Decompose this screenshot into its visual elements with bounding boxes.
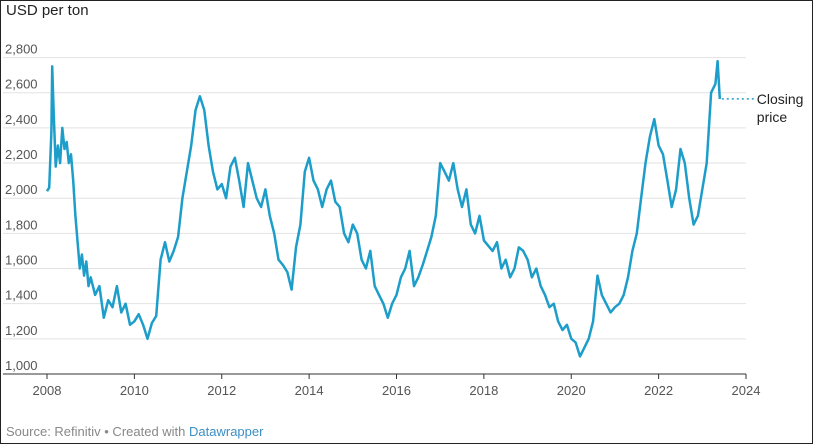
source-text: Source: Refinitiv • Created with [6,424,190,439]
y-tick-label: 2,600 [5,77,38,92]
x-tick-label: 2020 [557,383,586,398]
y-tick-label: 2,200 [5,147,38,162]
y-tick-label: 1,600 [5,253,38,268]
y-tick-label: 1,200 [5,323,38,338]
grid-lines [3,57,746,375]
y-tick-label: 2,000 [5,182,38,197]
x-tick-label: 2010 [120,383,149,398]
x-tick-label: 2014 [295,383,324,398]
x-tick-label: 2022 [644,383,673,398]
y-tick-label: 1,000 [5,358,38,373]
x-axis-ticks: 2008 2010 2012 2014 2016 2018 2020 2022 2024 [33,374,761,398]
x-tick-label: 2012 [207,383,236,398]
x-tick-label: 2018 [469,383,498,398]
y-tick-label: 2,800 [5,42,38,57]
y-tick-label: 1,800 [5,217,38,232]
y-tick-label: 1,400 [5,288,38,303]
closing-price-annotation-line2: price [757,109,788,125]
x-tick-label: 2016 [382,383,411,398]
source-footer: Source: Refinitiv • Created with Datawra… [6,424,263,439]
y-axis-ticks: 1,000 1,200 1,400 1,600 1,800 2,000 2,200 2,400… [5,42,38,373]
y-axis-unit-label: USD per ton [6,2,89,19]
x-tick-label: 2008 [33,383,62,398]
datawrapper-link[interactable]: Datawrapper [189,424,264,439]
x-tick-label: 2024 [732,383,761,398]
y-tick-label: 2,400 [5,112,38,127]
closing-price-annotation-line1: Closing [757,91,804,107]
price-series-line [45,59,722,358]
